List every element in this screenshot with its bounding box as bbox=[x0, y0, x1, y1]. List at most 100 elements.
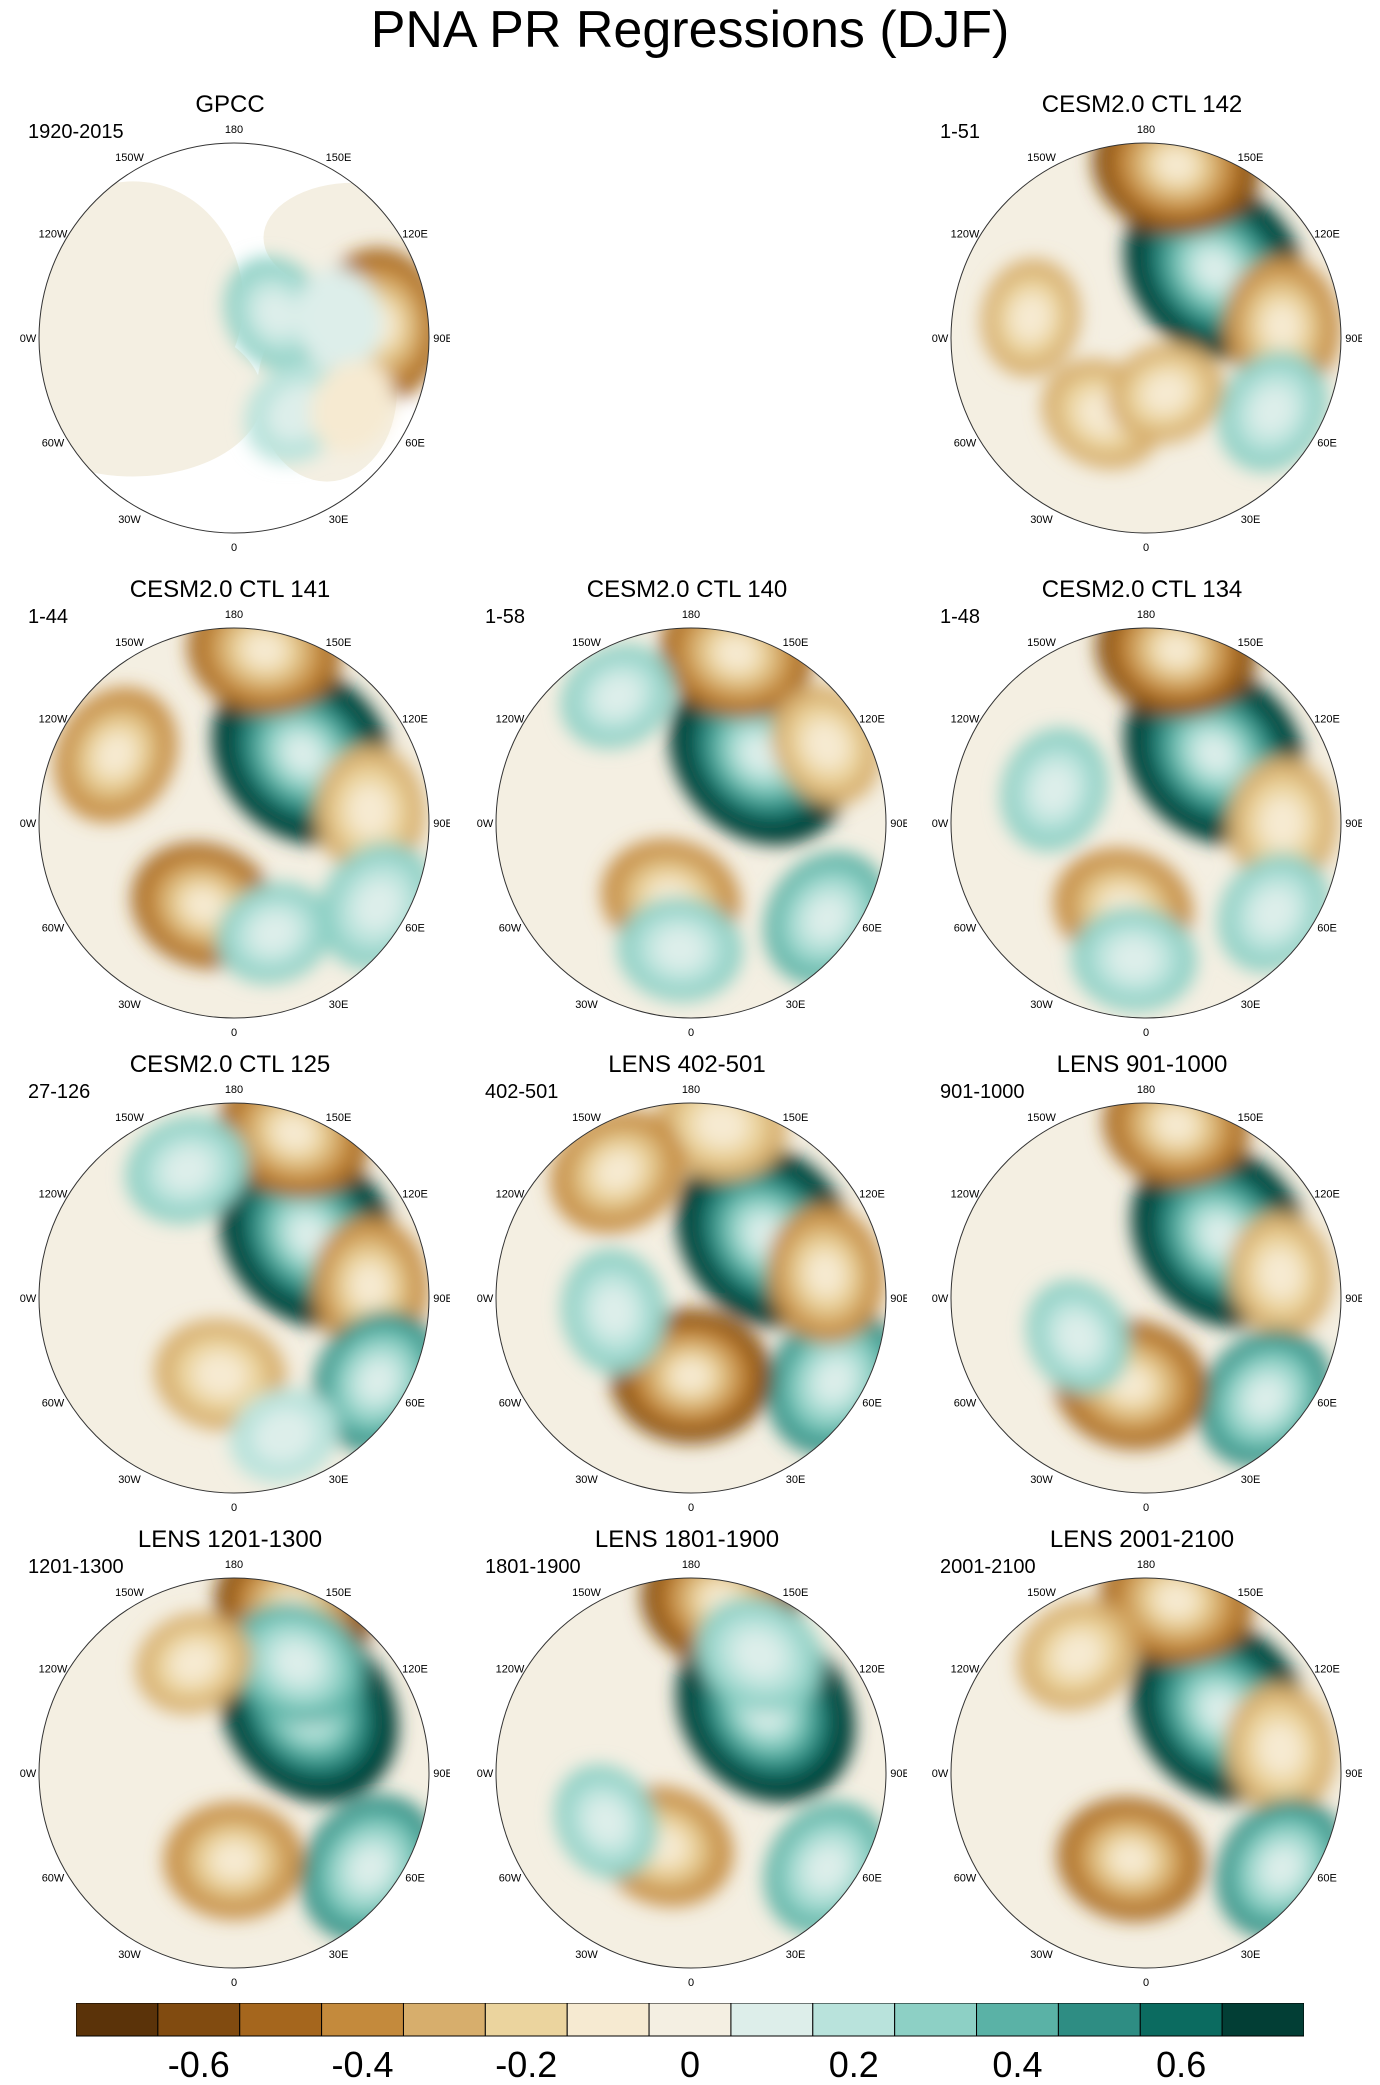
anomaly-contour bbox=[310, 360, 395, 453]
map-boundary bbox=[950, 1577, 1342, 1969]
longitude-label: 150E bbox=[783, 637, 809, 649]
colorbar-swatch bbox=[1057, 2002, 1141, 2037]
map-panel: CESM2.0 CTL 125 180 150E 120E 90E 60E 30E 0 30W 6… bbox=[20, 1050, 450, 1514]
longitude-label: 150W bbox=[115, 152, 144, 164]
longitude-label: 150W bbox=[1027, 1112, 1056, 1124]
longitude-label: 30E bbox=[329, 514, 349, 526]
longitude-label: 90W bbox=[20, 818, 37, 830]
anomaly-contour bbox=[803, 720, 849, 770]
longitude-label: 60E bbox=[862, 1873, 882, 1885]
anomaly-contour bbox=[1203, 1692, 1238, 1728]
longitude-label: 150W bbox=[1027, 637, 1056, 649]
longitude-label: 120W bbox=[496, 1189, 525, 1201]
anomaly-contour bbox=[1053, 1632, 1103, 1678]
longitude-label: 90W bbox=[932, 1768, 949, 1780]
anomaly-contour bbox=[1260, 796, 1305, 850]
panel-period: 1-51 bbox=[940, 121, 981, 143]
colorbar-swatch bbox=[75, 2002, 159, 2037]
longitude-label: 180 bbox=[682, 609, 700, 621]
map-boundary bbox=[38, 1577, 430, 1969]
anomaly-contour bbox=[1197, 736, 1233, 772]
longitude-label: 60W bbox=[954, 438, 977, 450]
colorbar-swatch bbox=[1139, 2002, 1223, 2037]
longitude-label: 90W bbox=[932, 818, 949, 830]
longitude-label: 0 bbox=[688, 1027, 694, 1039]
colorbar-swatch bbox=[239, 2002, 323, 2037]
colorbar-swatch bbox=[976, 2002, 1059, 2037]
longitude-label: 120E bbox=[402, 714, 428, 726]
anomaly-contour bbox=[183, 888, 225, 923]
panel-title: LENS 1801-1900 bbox=[594, 1526, 780, 1553]
anomaly-contour bbox=[806, 1251, 845, 1297]
polar-map: 180 150E 120E 90E 60E 30E 0 30W 60W 90W 120W 150W bbox=[477, 1084, 907, 1514]
longitude-label: 90E bbox=[1345, 333, 1362, 345]
longitude-label: 60E bbox=[405, 1873, 425, 1885]
anomaly-contour bbox=[1250, 386, 1296, 436]
longitude-label: 120E bbox=[1314, 1664, 1340, 1676]
longitude-label: 30E bbox=[329, 1949, 349, 1961]
anomaly-contour bbox=[350, 1263, 390, 1309]
longitude-label: 30W bbox=[118, 1474, 141, 1486]
longitude-label: 60W bbox=[499, 1873, 522, 1885]
colorbar-tick-label: 0.2 bbox=[828, 2044, 879, 2085]
anomaly-contour bbox=[296, 268, 383, 371]
polar-map: 180 150E 120E 90E 60E 30E 0 30W 60W 90W 120W 150W bbox=[20, 124, 450, 554]
longitude-label: 60W bbox=[499, 923, 522, 935]
longitude-label: 60W bbox=[499, 1398, 522, 1410]
anomaly-contour bbox=[273, 1115, 315, 1152]
longitude-label: 60E bbox=[1317, 923, 1337, 935]
anomaly-contour bbox=[1155, 1582, 1198, 1618]
longitude-label: 150E bbox=[326, 152, 352, 164]
colorbar-tick-label: -0.4 bbox=[331, 2044, 394, 2085]
anomaly-contour bbox=[1108, 937, 1160, 981]
longitude-label: 90W bbox=[932, 333, 949, 345]
longitude-label: 120W bbox=[39, 229, 68, 241]
longitude-label: 30W bbox=[575, 1474, 598, 1486]
anomaly-contour bbox=[243, 632, 286, 668]
polar-map: 180 150E 120E 90E 60E 30E 0 30W 60W 90W 120W 150W bbox=[932, 1559, 1362, 1989]
anomaly-contour bbox=[594, 674, 642, 718]
longitude-label: 30E bbox=[1241, 514, 1261, 526]
longitude-label: 0 bbox=[231, 1502, 237, 1514]
polar-map: 180 150E 120E 90E 60E 30E 0 30W 60W 90W 120W 150W bbox=[20, 1559, 450, 1989]
colorbar-tick-label: -0.6 bbox=[167, 2044, 230, 2085]
anomaly-contour bbox=[1203, 1217, 1238, 1253]
map-panel: CESM2.0 CTL 140 180 150E 120E 90E 60E 30E 0 30W 6… bbox=[477, 575, 907, 1039]
anomaly-contour bbox=[1258, 1248, 1302, 1300]
longitude-label: 150E bbox=[326, 637, 352, 649]
polar-map: 180 150E 120E 90E 60E 30E 0 30W 60W 90W 120W 150W bbox=[932, 609, 1362, 1039]
colorbar-tick-label: 0.6 bbox=[1156, 2044, 1207, 2085]
longitude-label: 150E bbox=[1238, 152, 1264, 164]
figure-title: PNA PR Regressions (DJF) bbox=[370, 1, 1010, 59]
anomaly-contour bbox=[1142, 372, 1190, 414]
map-boundary bbox=[950, 1102, 1342, 1494]
panel-title: LENS 402-501 bbox=[608, 1051, 766, 1078]
longitude-label: 60E bbox=[862, 1398, 882, 1410]
colorbar: -0.6 -0.4 -0.2 0 0.2 0.4 0.6 bbox=[75, 2002, 1305, 2085]
longitude-label: 180 bbox=[225, 1559, 243, 1571]
colorbar-swatch bbox=[648, 2002, 732, 2037]
longitude-label: 60W bbox=[42, 1873, 65, 1885]
longitude-label: 90W bbox=[477, 1768, 494, 1780]
longitude-label: 150E bbox=[326, 1587, 352, 1599]
longitude-label: 60W bbox=[42, 1398, 65, 1410]
colorbar-tick-label: 0.4 bbox=[992, 2044, 1043, 2085]
longitude-label: 180 bbox=[682, 1559, 700, 1571]
panel-period: 27-126 bbox=[28, 1081, 91, 1103]
panel-period: 1-48 bbox=[940, 606, 981, 628]
longitude-label: 60E bbox=[405, 1398, 425, 1410]
longitude-label: 30W bbox=[1030, 999, 1053, 1011]
panel-title: CESM2.0 CTL 134 bbox=[1041, 576, 1243, 603]
longitude-label: 180 bbox=[682, 1084, 700, 1096]
colorbar-swatch bbox=[1221, 2002, 1305, 2037]
longitude-label: 60E bbox=[1317, 438, 1337, 450]
map-boundary bbox=[38, 627, 430, 1019]
panel-period: 901-1000 bbox=[940, 1081, 1025, 1103]
panel-period: 2001-2100 bbox=[940, 1556, 1036, 1578]
longitude-label: 90W bbox=[20, 1293, 37, 1305]
anomaly-contour bbox=[193, 1352, 248, 1398]
polar-map: 180 150E 120E 90E 60E 30E 0 30W 60W 90W 120W 150W bbox=[477, 609, 907, 1039]
longitude-label: 0 bbox=[688, 1502, 694, 1514]
longitude-label: 90W bbox=[20, 333, 37, 345]
anomaly-contour bbox=[694, 1103, 749, 1148]
